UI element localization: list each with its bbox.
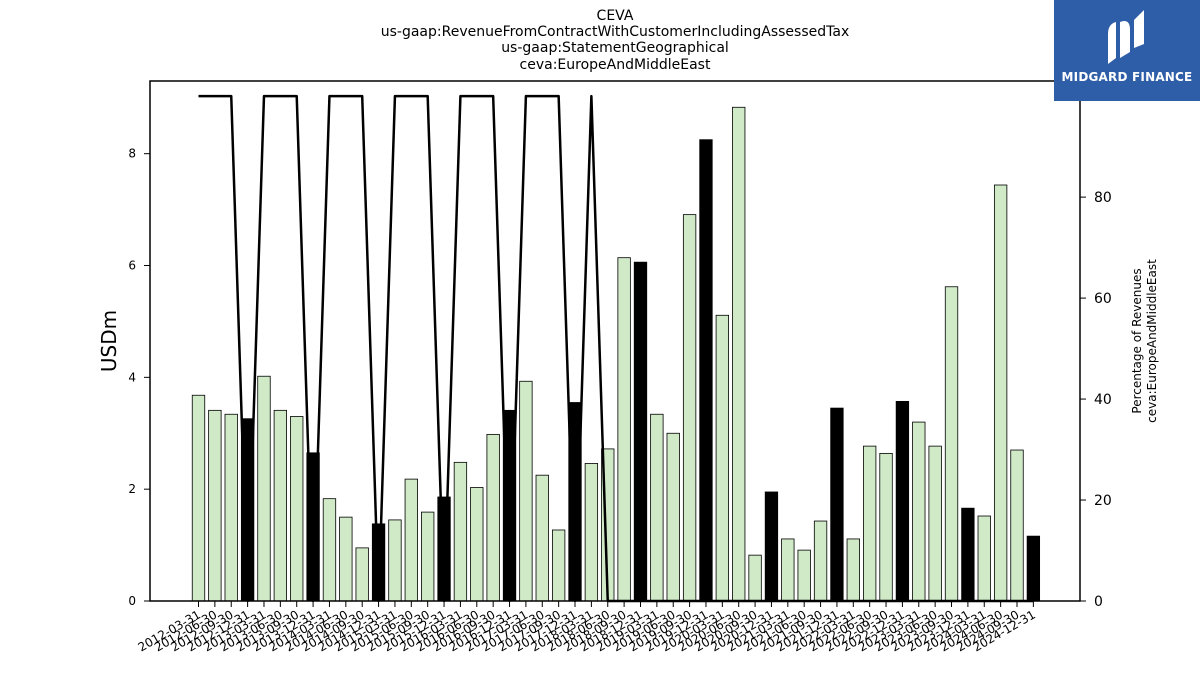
bar-2022-09-30 <box>879 452 893 602</box>
bar-2022-12-31 <box>895 400 910 602</box>
bar-2021-09-30 <box>813 520 828 602</box>
y2-tick-label: 20 <box>1094 493 1112 509</box>
bar-2012-03-31 <box>191 394 206 602</box>
bar-2023-06-30 <box>928 445 942 602</box>
bar-2014-06-30 <box>339 516 353 602</box>
bar-2024-12-31 <box>1026 535 1041 602</box>
bar-2017-06-30 <box>535 474 549 602</box>
bar-2016-09-30 <box>486 433 500 602</box>
bar-2019-03-31 <box>650 413 664 602</box>
bar-2017-09-30 <box>551 529 566 602</box>
y-axis-right: 020406080100 <box>1080 89 1121 610</box>
bar-2021-03-31 <box>781 538 795 602</box>
chart-subtitle-concept: us-gaap:RevenueFromContractWithCustomerI… <box>381 24 850 40</box>
bar-2023-03-31 <box>912 421 926 602</box>
bar-2024-03-31 <box>977 515 991 602</box>
bar-2024-09-30 <box>1010 449 1024 602</box>
bar-2015-03-31 <box>388 519 402 602</box>
y-tick-label: 6 <box>128 259 136 273</box>
x-axis: 2012-03-312012-06-302012-09-302012-12-31… <box>136 601 1038 654</box>
bar-2020-12-31 <box>764 491 779 602</box>
bar-2022-03-31 <box>846 538 860 602</box>
y-axis-right-label-line1: Percentage of Revenues <box>1130 268 1144 413</box>
bar-2013-03-31 <box>257 375 271 602</box>
bar-2015-09-30 <box>421 511 435 602</box>
y-tick-label: 0 <box>128 594 136 608</box>
bar-2019-09-30 <box>682 214 697 602</box>
bar-2018-09-30 <box>617 257 631 602</box>
y2-tick-label: 80 <box>1094 190 1112 206</box>
bar-2014-09-30 <box>355 547 369 602</box>
y-tick-label: 2 <box>128 482 136 496</box>
bar-2023-09-30 <box>944 286 959 602</box>
bar-2019-12-31 <box>699 139 713 602</box>
y-axis-right-label-line2: ceva:EuropeAndMiddleEast <box>1145 259 1159 423</box>
y2-tick-label: 60 <box>1094 291 1112 307</box>
y-tick-label: 8 <box>128 147 136 161</box>
bar-2018-12-31 <box>633 261 648 602</box>
bar-2013-06-30 <box>273 409 288 602</box>
chart-subtitle-axis: us-gaap:StatementGeographical <box>501 40 729 56</box>
midgard-logo-icon <box>1108 10 1144 64</box>
bar-2015-06-30 <box>404 478 418 602</box>
bar-2017-03-31 <box>519 380 533 602</box>
chart-title-group: CEVA us-gaap:RevenueFromContractWithCust… <box>381 8 850 73</box>
bar-2012-09-30 <box>224 413 238 602</box>
y-axis-left: 0 2 4 6 8 <box>128 147 150 608</box>
bar-2018-03-31 <box>584 463 599 602</box>
bar-2024-06-30 <box>993 184 1008 602</box>
y2-tick-label: 40 <box>1094 392 1112 408</box>
bar-2021-06-30 <box>797 549 811 602</box>
bar-2013-09-30 <box>290 416 304 602</box>
bar-2014-03-31 <box>322 498 337 602</box>
bar-2020-09-30 <box>748 554 762 602</box>
y2-tick-label: 0 <box>1094 594 1103 610</box>
plot-frame <box>149 80 1081 602</box>
y-axis-left-label: USDm <box>97 310 121 372</box>
bar-2022-06-30 <box>863 445 877 602</box>
midgard-finance-logo: MIDGARD FINANCE <box>1054 0 1200 101</box>
bar-series <box>191 106 1041 602</box>
y-tick-label: 4 <box>128 370 136 384</box>
bar-2020-03-31 <box>715 314 729 602</box>
bar-2016-03-31 <box>453 461 468 602</box>
chart-title: CEVA <box>597 8 634 24</box>
bar-2021-12-31 <box>830 407 844 602</box>
bar-2020-06-30 <box>732 106 746 602</box>
bar-2023-12-31 <box>961 507 975 602</box>
bar-2012-06-30 <box>208 409 222 602</box>
bar-2016-06-30 <box>470 487 484 602</box>
bar-2019-06-30 <box>666 432 680 602</box>
logo-text: MIDGARD FINANCE <box>1061 70 1193 84</box>
chart-subtitle-member: ceva:EuropeAndMiddleEast <box>520 57 711 73</box>
